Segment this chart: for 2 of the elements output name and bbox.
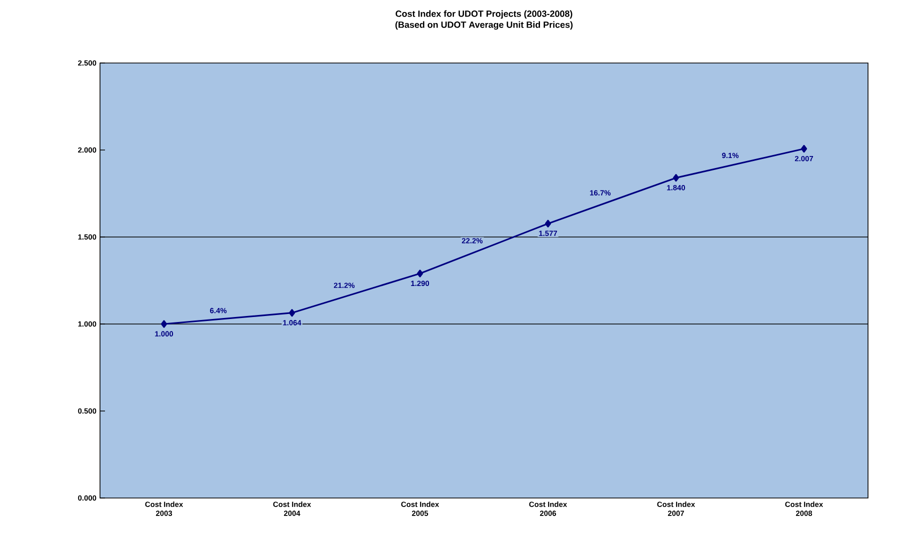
- chart-subtitle: (Based on UDOT Average Unit Bid Prices): [395, 21, 573, 30]
- chart-title: Cost Index for UDOT Projects (2003-2008): [396, 10, 572, 19]
